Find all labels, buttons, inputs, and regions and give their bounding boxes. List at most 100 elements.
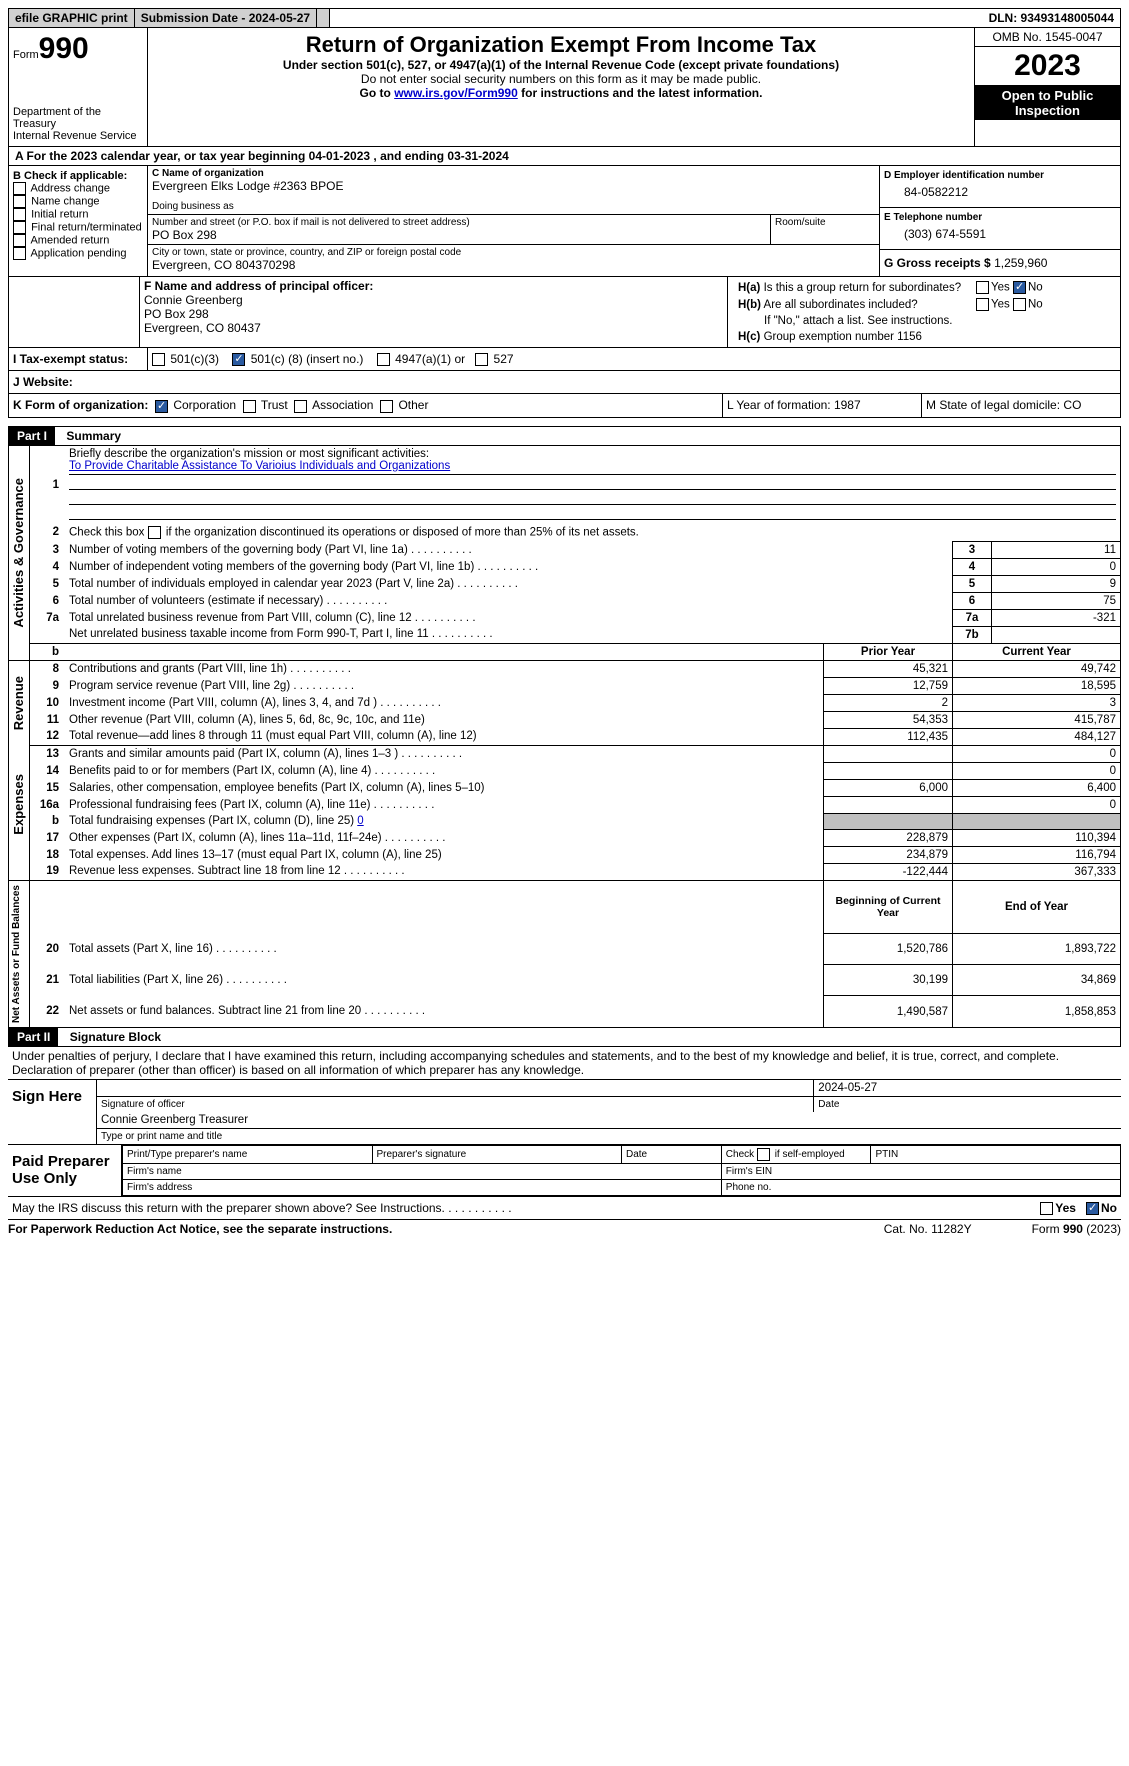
hb-yes[interactable]: [976, 298, 989, 311]
cb-501c[interactable]: [232, 353, 245, 366]
l20-c: 1,893,722: [953, 933, 1121, 964]
l8-label: Contributions and grants (Part VIII, lin…: [65, 660, 824, 677]
cat-no: Cat. No. 11282Y: [884, 1222, 972, 1236]
no-label2: No: [1028, 299, 1043, 311]
beg-header: Beginning of Current Year: [824, 880, 953, 933]
l4-v: 0: [992, 558, 1121, 575]
declaration: Under penalties of perjury, I declare th…: [8, 1047, 1121, 1080]
form-header: Form990 Department of the Treasury Inter…: [8, 28, 1121, 147]
firm-addr-label: Firm's address: [123, 1179, 722, 1195]
firm-ein-label: Firm's EIN: [721, 1163, 1120, 1179]
cb-addr-change[interactable]: [13, 182, 26, 195]
l11-c: 415,787: [953, 711, 1121, 728]
l14-p: [824, 762, 953, 779]
l7a-label: Total unrelated business revenue from Pa…: [65, 609, 953, 626]
l6-v: 75: [992, 592, 1121, 609]
hb-no[interactable]: [1013, 298, 1026, 311]
cb-501c3[interactable]: [152, 353, 165, 366]
part1-title: Summary: [58, 427, 129, 445]
l17-label: Other expenses (Part IX, column (A), lin…: [65, 829, 824, 846]
part1-header: Part I: [9, 427, 55, 445]
cb-trust[interactable]: [243, 400, 256, 413]
form-title: Return of Organization Exempt From Incom…: [152, 32, 970, 58]
l22-c: 1,858,853: [953, 996, 1121, 1027]
submission-date: Submission Date - 2024-05-27: [135, 9, 317, 27]
prior-header: Prior Year: [824, 643, 953, 660]
org-name: Evergreen Elks Lodge #2363 BPOE: [152, 179, 875, 193]
4947-label: 4947(a)(1) or: [395, 352, 465, 366]
h-block: H(a) Is this a group return for subordin…: [727, 277, 1120, 347]
l7b-label: Net unrelated business taxable income fr…: [65, 626, 953, 643]
cb-self-emp[interactable]: [757, 1148, 770, 1161]
ha-yes[interactable]: [976, 281, 989, 294]
col-b: B Check if applicable: Address change Na…: [9, 166, 148, 276]
initial-label: Initial return: [31, 208, 88, 220]
section-bcd: B Check if applicable: Address change Na…: [8, 166, 1121, 277]
a-mid: , and ending: [373, 149, 447, 163]
l1-val: To Provide Charitable Assistance To Vari…: [69, 460, 450, 472]
l19-p: -122,444: [824, 863, 953, 880]
l15-c: 6,400: [953, 779, 1121, 796]
cb-527[interactable]: [475, 353, 488, 366]
corp-label: Corporation: [173, 398, 236, 412]
officer-addr2: Evergreen, CO 80437: [144, 321, 723, 335]
street-val: PO Box 298: [152, 228, 766, 242]
l22-label: Net assets or fund balances. Subtract li…: [65, 996, 824, 1027]
cb-discontinued[interactable]: [148, 526, 161, 539]
l-year: L Year of formation: 1987: [722, 394, 921, 416]
l19-label: Revenue less expenses. Subtract line 18 …: [65, 863, 824, 880]
ha-no[interactable]: [1013, 281, 1026, 294]
sig-officer-label: Signature of officer: [97, 1096, 814, 1112]
dept-treasury: Department of the Treasury: [13, 106, 143, 130]
ptin-label: PTIN: [871, 1145, 1121, 1163]
cb-4947[interactable]: [377, 353, 390, 366]
l13-p: [824, 745, 953, 762]
l18-label: Total expenses. Add lines 13–17 (must eq…: [65, 846, 824, 863]
cb-final[interactable]: [13, 221, 26, 234]
officer-addr1: PO Box 298: [144, 307, 723, 321]
l16b-label: Total fundraising expenses (Part IX, col…: [69, 815, 357, 827]
l21-label: Total liabilities (Part X, line 26): [65, 965, 824, 996]
row-j: J Website:: [8, 371, 1121, 394]
omb-number: OMB No. 1545-0047: [975, 28, 1120, 47]
no-label: No: [1028, 282, 1043, 294]
501c-post: ) (insert no.): [299, 352, 364, 366]
l16a-c: 0: [953, 796, 1121, 813]
501c-num: 8: [292, 352, 299, 366]
goto-pre: Go to: [360, 86, 395, 100]
side-net: Net Assets or Fund Balances: [9, 881, 24, 1027]
trust-label: Trust: [261, 398, 288, 412]
l9-c: 18,595: [953, 677, 1121, 694]
l3-label: Number of voting members of the governin…: [65, 541, 953, 558]
cb-pending[interactable]: [13, 247, 26, 260]
cb-other[interactable]: [380, 400, 393, 413]
m-state: M State of legal domicile: CO: [921, 394, 1120, 416]
sig-date: 2024-05-27: [814, 1080, 1121, 1097]
cb-assoc[interactable]: [294, 400, 307, 413]
tel-val: (303) 674-5591: [884, 223, 1116, 245]
527-label: 527: [494, 352, 514, 366]
cb-discuss-yes[interactable]: [1040, 1202, 1053, 1215]
firm-name-label: Firm's name: [123, 1163, 722, 1179]
irs-link[interactable]: www.irs.gov/Form990: [394, 86, 518, 100]
l18-p: 234,879: [824, 846, 953, 863]
addr-change-label: Address change: [30, 182, 110, 194]
cb-amended[interactable]: [13, 234, 26, 247]
l17-c: 110,394: [953, 829, 1121, 846]
efile-label: efile GRAPHIC print: [9, 9, 135, 27]
ein-label: D Employer identification number: [884, 170, 1116, 181]
cb-discuss-no[interactable]: [1086, 1202, 1099, 1215]
assoc-label: Association: [312, 398, 373, 412]
footer: For Paperwork Reduction Act Notice, see …: [8, 1220, 1121, 1238]
row-klm: K Form of organization: Corporation Trus…: [8, 394, 1121, 417]
l19-c: 367,333: [953, 863, 1121, 880]
cb-corp[interactable]: [155, 400, 168, 413]
cb-initial[interactable]: [13, 208, 26, 221]
l15-label: Salaries, other compensation, employee b…: [65, 779, 824, 796]
part2-header-row: Part II Signature Block: [8, 1028, 1121, 1047]
row-i: I Tax-exempt status: 501(c)(3) 501(c) (8…: [8, 348, 1121, 371]
l14-c: 0: [953, 762, 1121, 779]
cb-name-change[interactable]: [13, 195, 26, 208]
city-val: Evergreen, CO 804370298: [152, 258, 875, 272]
l5-v: 9: [992, 575, 1121, 592]
